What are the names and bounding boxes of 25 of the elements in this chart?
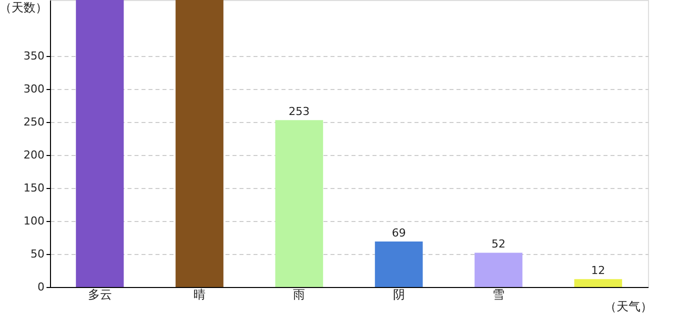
y-axis-title: （天数） xyxy=(0,0,48,14)
data-label: 52 xyxy=(492,238,506,251)
bar xyxy=(76,0,124,287)
y-tick-label: 200 xyxy=(24,148,44,162)
bar xyxy=(474,252,522,287)
x-tick-label: 晴 xyxy=(194,288,206,302)
x-axis-title: （天气） xyxy=(604,300,652,314)
bar xyxy=(275,120,324,287)
y-tick-label: 300 xyxy=(24,82,44,96)
data-label: 69 xyxy=(392,226,406,240)
y-tick-label: 350 xyxy=(24,50,44,63)
bar xyxy=(176,0,224,287)
y-tick-label: 100 xyxy=(24,214,44,228)
data-label: 12 xyxy=(591,264,606,278)
x-tick-label: 阴 xyxy=(392,288,405,302)
y-tick-label: 0 xyxy=(38,280,44,294)
data-label: 253 xyxy=(288,105,310,118)
x-tick-label: 多云 xyxy=(88,288,112,302)
y-tick-label: 50 xyxy=(30,248,44,261)
y-tick-label: 250 xyxy=(24,116,44,129)
bar xyxy=(374,241,423,287)
y-tick-label: 150 xyxy=(24,182,44,195)
x-tick-label: 雪 xyxy=(492,288,504,302)
bar xyxy=(574,279,622,287)
x-tick-label: 雨 xyxy=(293,288,306,302)
